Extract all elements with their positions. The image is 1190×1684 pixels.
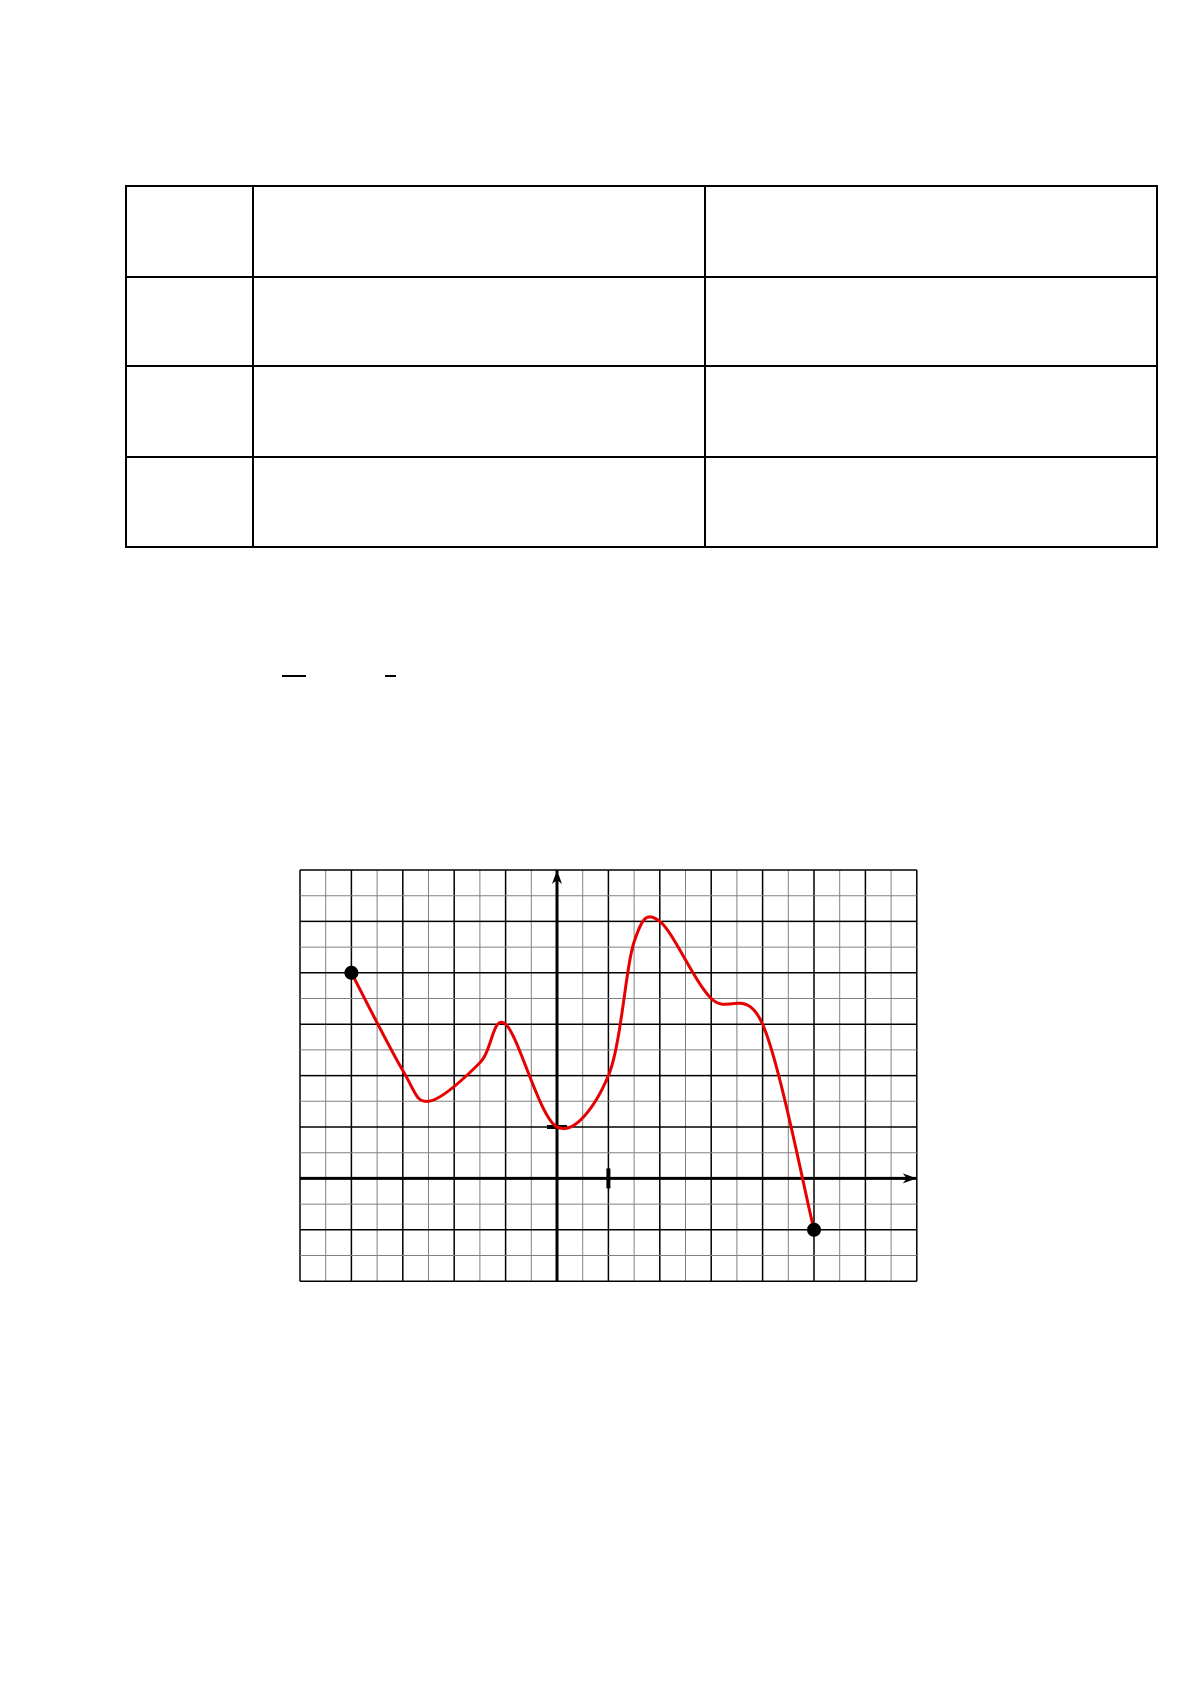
start-point	[344, 965, 359, 980]
table-cell	[125, 365, 254, 458]
table-cell	[125, 276, 254, 367]
table-cell	[704, 185, 1158, 278]
table-cell	[252, 365, 706, 458]
function-curve	[350, 915, 816, 1231]
y-axis-arrow-icon	[552, 870, 562, 884]
table-row	[125, 365, 1158, 458]
fraction-bar	[282, 675, 306, 677]
table-cell	[252, 185, 706, 278]
table-cell	[125, 456, 254, 548]
answer-table	[125, 185, 1158, 548]
table-cell	[125, 185, 254, 278]
table-cell	[704, 456, 1158, 548]
end-point	[807, 1222, 821, 1237]
table-cell	[252, 456, 706, 548]
table-cell	[704, 276, 1158, 367]
fraction-bar-small	[385, 675, 396, 677]
function-graph	[299, 869, 918, 1282]
table-row	[125, 185, 1158, 278]
table-cell	[704, 365, 1158, 458]
table-row	[125, 276, 1158, 367]
table-cell	[252, 276, 706, 367]
x-axis-arrow-icon	[902, 1173, 917, 1184]
table-row	[125, 456, 1158, 548]
